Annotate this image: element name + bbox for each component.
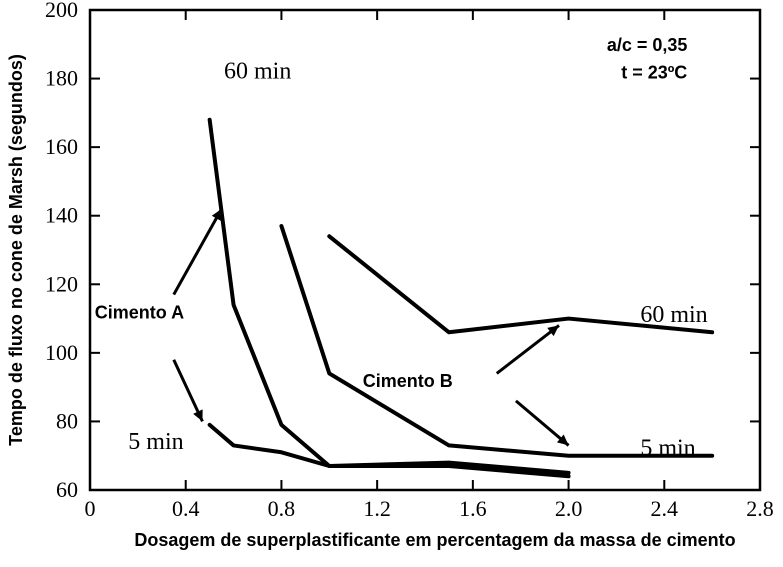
y-tick-label: 120 (45, 271, 78, 296)
label-cond1: a/c = 0,35 (607, 35, 688, 55)
series-cemA_60 (210, 120, 569, 473)
x-tick-label: 2.0 (555, 496, 583, 521)
arrow (174, 209, 222, 295)
label-5min-B: 5 min (640, 436, 695, 462)
y-axis-title: Tempo de fluxo no cone de Marsh (segundo… (6, 54, 26, 446)
y-tick-label: 80 (56, 408, 78, 433)
label-cimentoB: Cimento B (363, 371, 453, 391)
y-tick-label: 200 (45, 0, 78, 22)
x-tick-label: 0.4 (172, 496, 200, 521)
series-cemB_5 (281, 226, 712, 456)
label-cimentoA: Cimento A (95, 303, 184, 323)
label-5min-A: 5 min (128, 429, 183, 455)
y-tick-label: 100 (45, 340, 78, 365)
x-tick-label: 1.6 (459, 496, 487, 521)
x-tick-label: 1.2 (363, 496, 391, 521)
x-tick-label: 2.8 (746, 496, 774, 521)
x-tick-label: 0.8 (268, 496, 296, 521)
y-tick-label: 180 (45, 66, 78, 91)
arrow (497, 325, 559, 373)
x-tick-label: 0 (85, 496, 96, 521)
x-axis-title: Dosagem de superplastificante em percent… (134, 530, 735, 550)
y-tick-label: 60 (56, 477, 78, 502)
label-cond2: t = 23ºC (621, 63, 687, 83)
y-tick-label: 160 (45, 134, 78, 159)
y-tick-label: 140 (45, 203, 78, 228)
x-tick-label: 2.4 (651, 496, 679, 521)
label-60min-B: 60 min (640, 302, 707, 328)
label-60min-A: 60 min (224, 59, 291, 85)
